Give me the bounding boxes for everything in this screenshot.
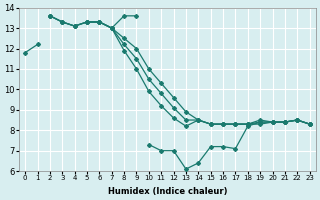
X-axis label: Humidex (Indice chaleur): Humidex (Indice chaleur)	[108, 187, 227, 196]
